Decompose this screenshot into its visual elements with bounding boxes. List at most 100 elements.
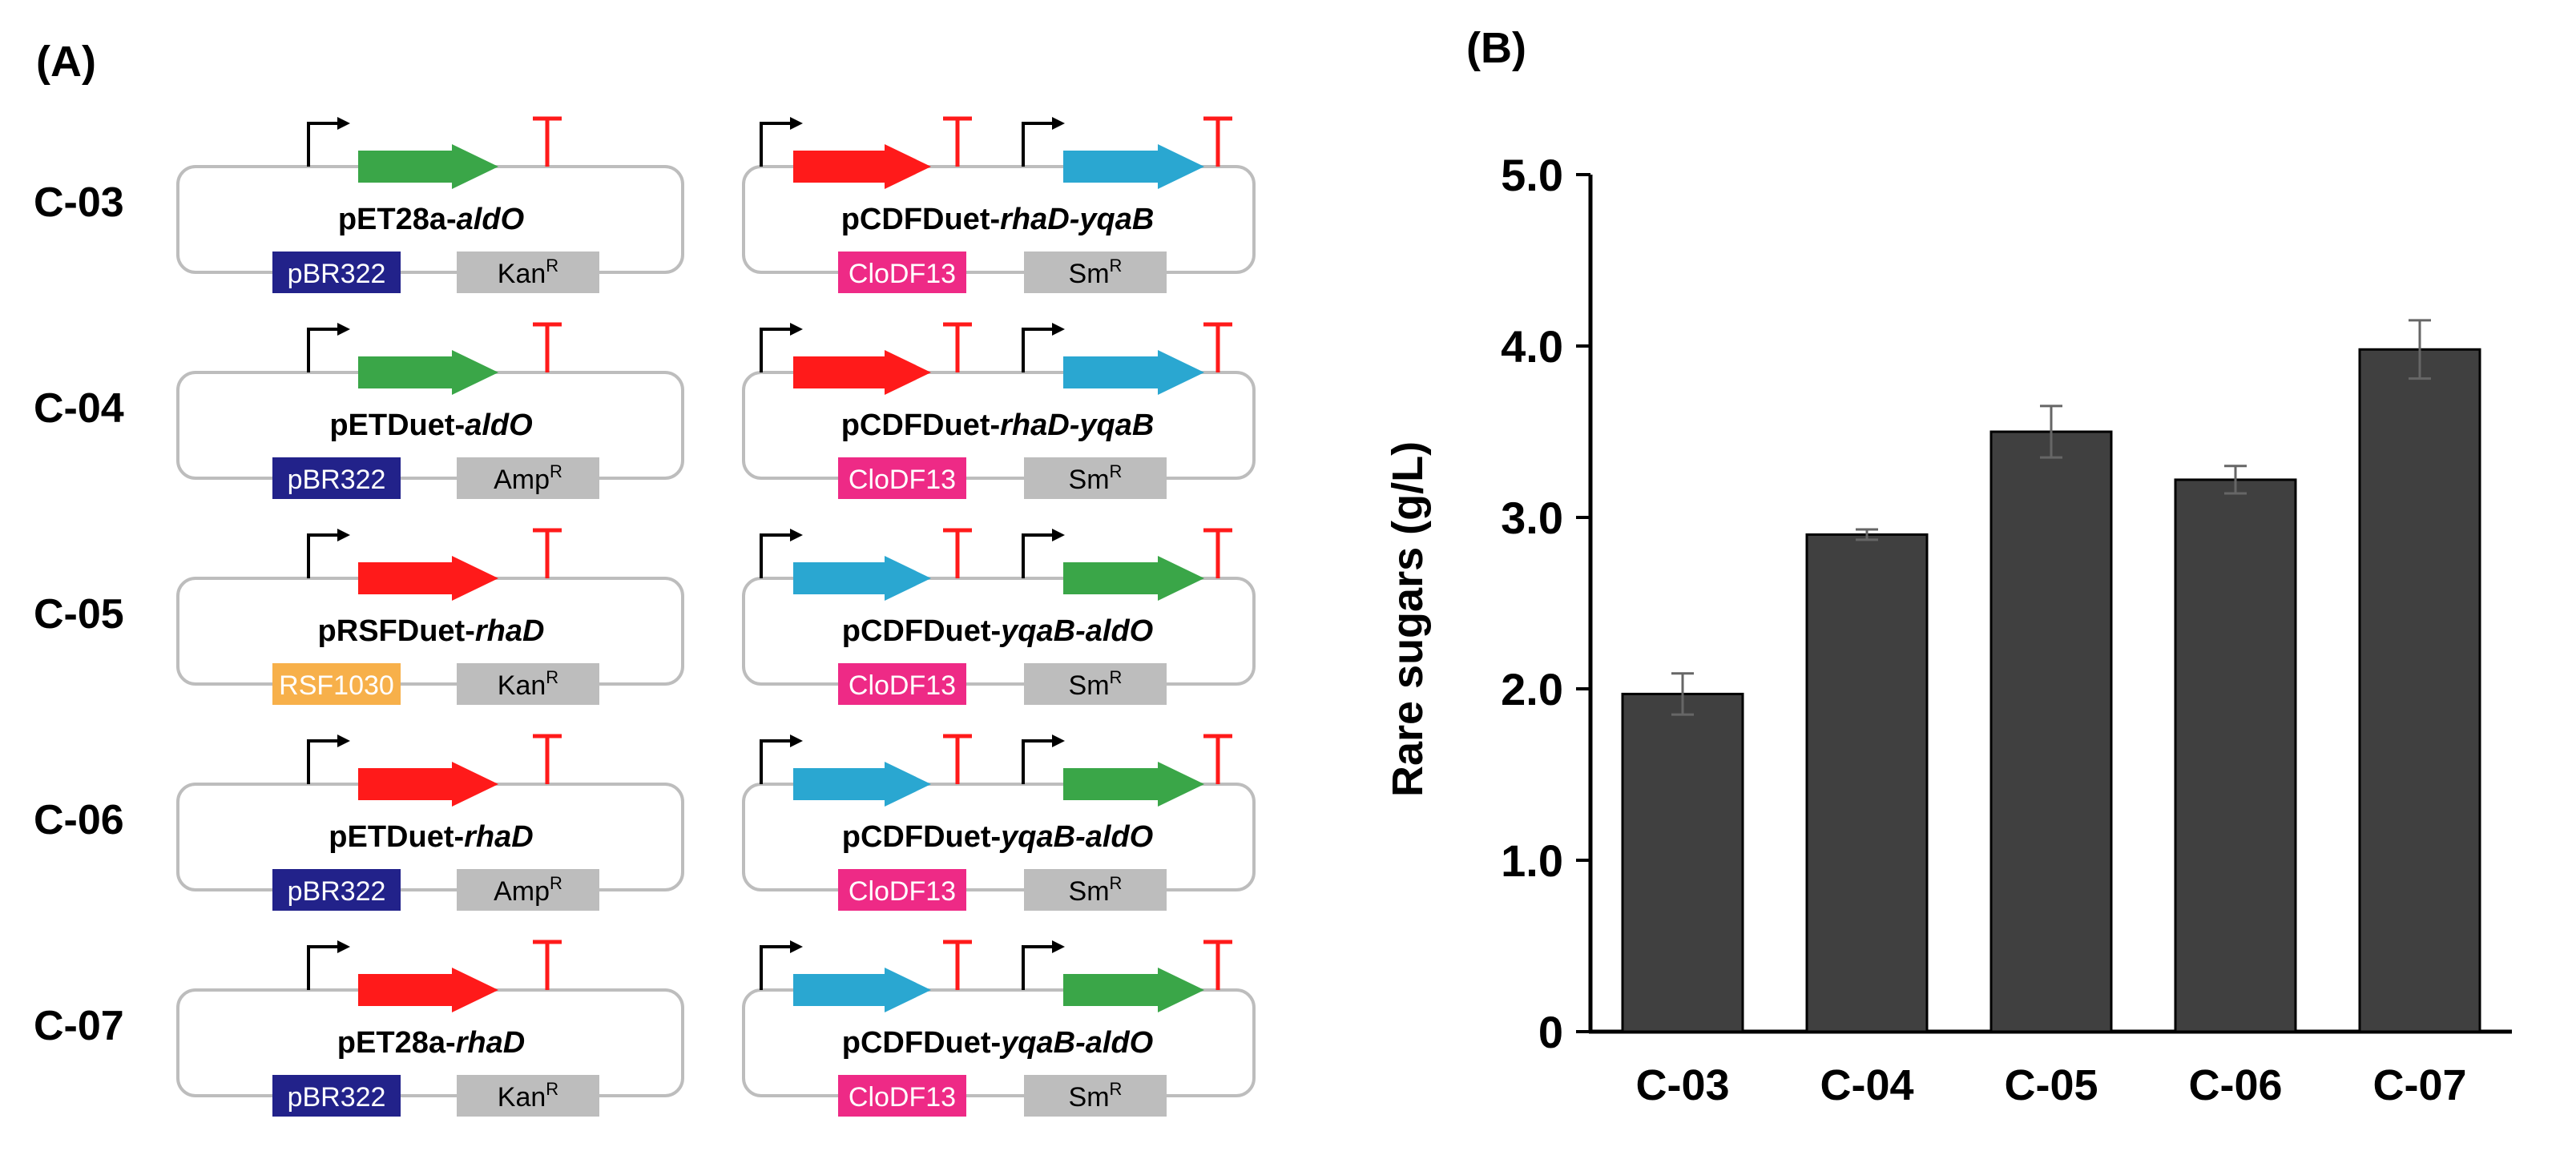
resistance-label: KanR — [498, 667, 558, 701]
promoter-arrow — [307, 739, 342, 784]
promoter-arrowhead — [1052, 117, 1065, 130]
plasmid-left: pRSFDuet-rhaD RSF1030 KanR — [176, 528, 684, 705]
construct-id-label: C-03 — [34, 179, 124, 226]
gene-arrow — [793, 556, 931, 601]
promoter-arrow — [1022, 328, 1057, 372]
ori-label: CloDF13 — [849, 1082, 956, 1113]
resistance-label: AmpR — [494, 873, 562, 907]
gene-arrow — [793, 968, 931, 1012]
ori-box — [272, 252, 401, 293]
resistance-box — [1024, 663, 1167, 705]
construct-row-C-07: C-07 pET28a-rhaD pBR322 KanR pCDFDuet-yqaB-a… — [34, 940, 1256, 1117]
promoter-arrow — [1022, 122, 1057, 167]
gene-arrow — [1063, 968, 1204, 1012]
resistance-box — [1024, 869, 1167, 911]
plasmid-left: pETDuet-aldO pBR322 AmpR — [176, 322, 684, 499]
ori-label: pBR322 — [288, 1082, 386, 1113]
plasmid-name-label: pCDFDuet-yqaB-aldO — [842, 820, 1153, 854]
plasmid-right: pCDFDuet-rhaD-yqaB CloDF13 SmR — [742, 116, 1256, 293]
promoter-arrow — [760, 533, 795, 578]
gene-arrow — [1063, 556, 1204, 601]
plasmid-left: pET28a-aldO pBR322 KanR — [176, 116, 684, 293]
terminator-symbol — [533, 528, 562, 578]
resistance-label: KanR — [498, 256, 558, 289]
promoter-arrowhead — [1052, 529, 1065, 541]
y-tick-label: 1.0 — [1501, 835, 1563, 886]
terminator-symbol — [1203, 940, 1232, 990]
promoter-arrow — [760, 945, 795, 990]
gene-arrow — [358, 762, 498, 807]
plasmid-right: pCDFDuet-yqaB-aldO CloDF13 SmR — [742, 528, 1256, 705]
ori-box — [838, 1075, 966, 1117]
promoter-arrowhead — [1052, 734, 1065, 747]
plasmid-outline — [742, 988, 1256, 1097]
promoter-arrow — [1022, 739, 1057, 784]
resistance-box — [457, 252, 599, 293]
terminator-symbol — [943, 940, 972, 990]
promoter-arrow — [760, 739, 795, 784]
terminator-symbol — [943, 322, 972, 372]
bar-C-06 — [2174, 478, 2297, 1033]
gene-arrow — [358, 144, 498, 189]
promoter-arrow — [307, 122, 342, 167]
resistance-box — [457, 1075, 599, 1117]
plasmid-right: pCDFDuet-yqaB-aldO CloDF13 SmR — [742, 940, 1256, 1117]
gene-arrow — [358, 350, 498, 395]
ori-box — [838, 457, 966, 499]
ori-box — [272, 869, 401, 911]
terminator-symbol — [1203, 734, 1232, 784]
x-tick-label: C-06 — [2188, 1061, 2282, 1109]
plasmid-name-label: pET28a-aldO — [338, 203, 524, 236]
construct-id-label: C-06 — [34, 797, 124, 843]
promoter-arrowhead — [790, 734, 803, 747]
x-tick-label: C-05 — [2004, 1061, 2098, 1109]
promoter-arrow — [307, 945, 342, 990]
plasmid-name-label: pCDFDuet-yqaB-aldO — [842, 614, 1153, 648]
promoter-arrow — [760, 328, 795, 372]
promoter-arrow — [760, 122, 795, 167]
resistance-label: SmR — [1069, 873, 1123, 907]
construct-id-label: C-05 — [34, 591, 124, 638]
promoter-arrow — [1022, 945, 1057, 990]
resistance-label: SmR — [1069, 667, 1123, 701]
ori-label: pBR322 — [288, 876, 386, 907]
resistance-label: AmpR — [494, 461, 562, 495]
plasmid-name-label: pETDuet-rhaD — [329, 820, 533, 854]
ori-box — [838, 252, 966, 293]
ori-label: CloDF13 — [849, 876, 956, 907]
panel-b-label: (B) — [1466, 24, 1526, 72]
plasmid-name-label: pCDFDuet-yqaB-aldO — [842, 1026, 1153, 1060]
terminator-symbol — [943, 734, 972, 784]
ori-label: pBR322 — [288, 259, 386, 289]
construct-id-label: C-07 — [34, 1003, 124, 1049]
bar-C-05 — [1989, 430, 2113, 1033]
ori-box — [272, 1075, 401, 1117]
panel-a-constructs: C-03 pET28a-aldO pBR322 KanR pCDFDuet-rhaD-y… — [34, 116, 1256, 1117]
promoter-arrow — [307, 328, 342, 372]
construct-row-C-04: C-04 pETDuet-aldO pBR322 AmpR pCDFDuet-rhaD-… — [34, 322, 1256, 499]
plasmid-right: pCDFDuet-rhaD-yqaB CloDF13 SmR — [742, 322, 1256, 499]
plasmid-outline — [742, 165, 1256, 274]
terminator-symbol — [533, 734, 562, 784]
construct-row-C-05: C-05 pRSFDuet-rhaD RSF1030 KanR pCDFDuet-yqa… — [34, 528, 1256, 705]
promoter-arrowhead — [337, 529, 350, 541]
plasmid-name-label: pETDuet-aldO — [329, 408, 532, 442]
terminator-symbol — [533, 322, 562, 372]
construct-row-C-03: C-03 pET28a-aldO pBR322 KanR pCDFDuet-rhaD-y… — [34, 116, 1256, 293]
panel-a-label: (A) — [36, 38, 96, 86]
y-tick-label: 3.0 — [1501, 493, 1563, 543]
plasmid-right: pCDFDuet-yqaB-aldO CloDF13 SmR — [742, 734, 1256, 911]
ori-box — [838, 663, 966, 705]
resistance-label: KanR — [498, 1079, 558, 1113]
y-tick-label: 2.0 — [1501, 664, 1563, 714]
ori-box — [272, 457, 401, 499]
resistance-box — [457, 457, 599, 499]
terminator-symbol — [533, 116, 562, 167]
x-tick-label: C-04 — [1820, 1061, 1913, 1109]
plasmid-name-label: pRSFDuet-rhaD — [318, 614, 545, 648]
plasmid-left: pETDuet-rhaD pBR322 AmpR — [176, 734, 684, 911]
ori-label: CloDF13 — [849, 259, 956, 289]
plasmid-outline — [742, 577, 1256, 686]
promoter-arrowhead — [337, 734, 350, 747]
